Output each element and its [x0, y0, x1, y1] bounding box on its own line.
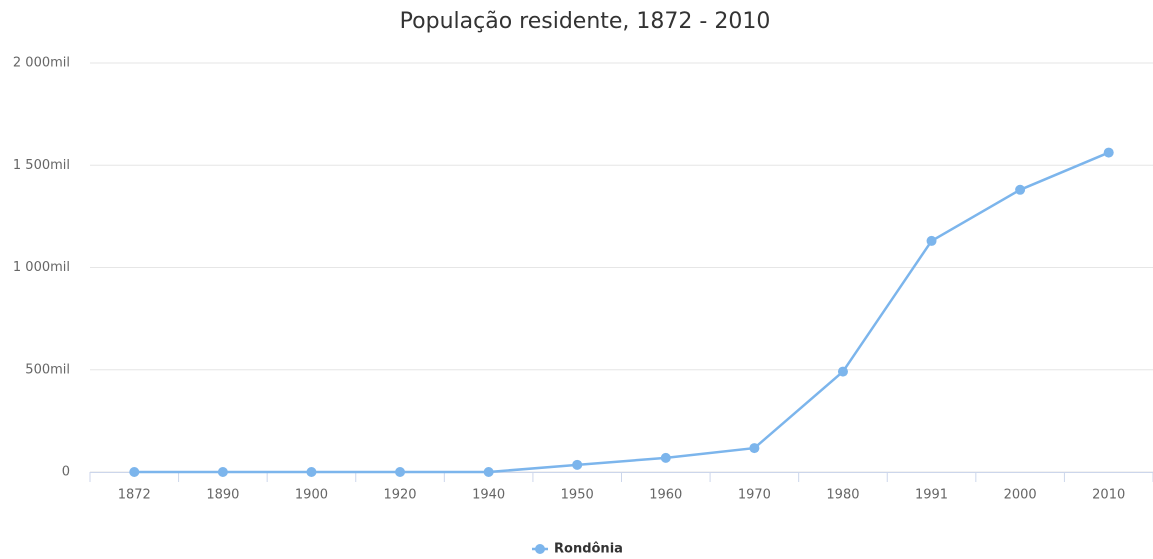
legend-label: Rondônia: [554, 542, 623, 557]
x-tick-label: 1950: [561, 488, 594, 503]
y-tick-label: 1 000mil: [13, 260, 70, 275]
x-tick-label: 1890: [206, 488, 239, 503]
legend-marker: [535, 544, 545, 554]
point: [129, 467, 140, 477]
line: [134, 151, 1110, 474]
x-tick-label: 1960: [649, 488, 682, 503]
x-tick-label: 1991: [915, 488, 948, 503]
y-tick-label: 0: [62, 465, 70, 480]
point: [749, 443, 760, 454]
x-tick-label: 2010: [1092, 488, 1125, 503]
y-tick-label: 1 500mil: [13, 158, 70, 173]
x-tick-label: 1940: [472, 488, 505, 503]
x-tick-label: 1920: [383, 488, 416, 503]
point: [837, 366, 848, 377]
x-tick-label: 1900: [295, 488, 328, 503]
point: [926, 235, 937, 246]
point: [572, 459, 583, 470]
x-tick-label: 2000: [1004, 488, 1037, 503]
y-tick-label: 500mil: [25, 362, 70, 377]
chart-title: População residente, 1872 - 2010: [400, 9, 771, 34]
x-tick-label: 1980: [826, 488, 859, 503]
point: [217, 467, 228, 477]
x-tick-label: 1872: [118, 488, 151, 503]
point: [1103, 147, 1114, 158]
x-tick-label: 1970: [738, 488, 771, 503]
point: [483, 467, 494, 477]
point: [660, 452, 671, 463]
point: [395, 467, 406, 477]
y-tick-label: 2 000mil: [13, 56, 70, 71]
point: [1015, 184, 1026, 195]
point: [306, 467, 317, 477]
